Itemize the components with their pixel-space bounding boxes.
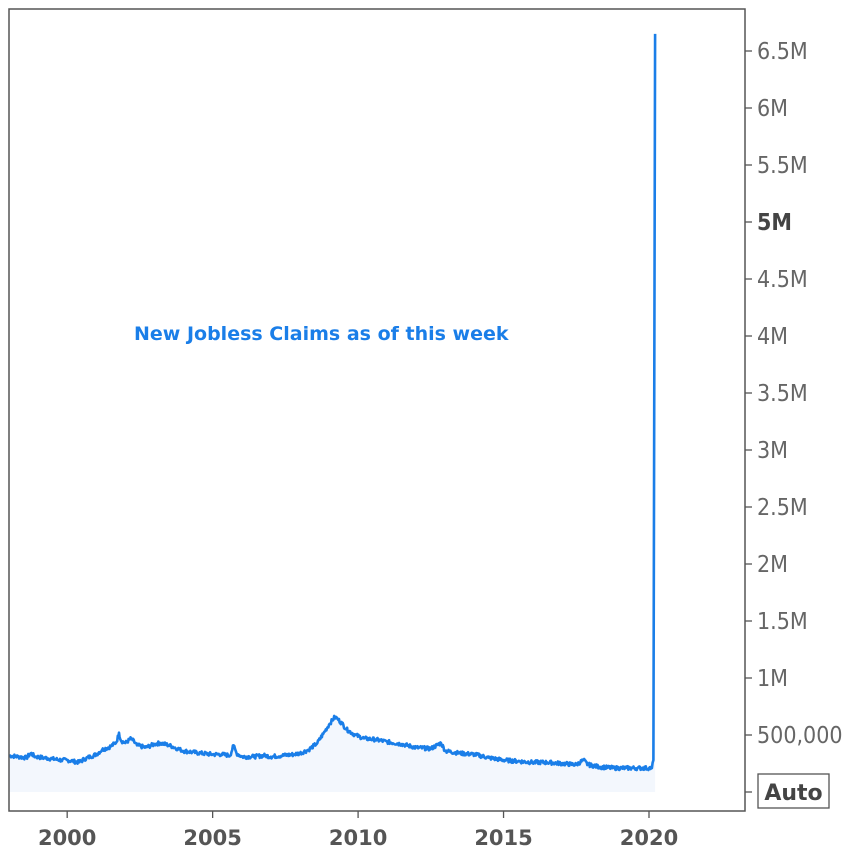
x-tick-label: 2020 — [620, 826, 678, 850]
chart-annotation: New Jobless Claims as of this week — [134, 323, 509, 345]
x-tick-label: 2010 — [329, 826, 387, 850]
auto-scale-button-frame[interactable] — [757, 773, 830, 809]
y-tick-label: 4.5M — [757, 267, 808, 293]
auto-scale-button[interactable]: Auto — [764, 781, 822, 806]
y-tick-label: 4M — [757, 324, 788, 350]
y-tick-label: 5.5M — [757, 153, 808, 179]
plot-area-background — [9, 9, 745, 811]
y-tick-label: 1M — [757, 666, 788, 692]
plot-frame — [8, 8, 746, 812]
y-tick-label: 6.5M — [757, 39, 808, 65]
y-tick-label: 6M — [757, 96, 788, 122]
y-tick-label: 500,000 — [757, 723, 843, 749]
y-tick-label: 3M — [757, 438, 788, 464]
y-tick-label: 5M — [757, 210, 792, 236]
y-tick-label: 1.5M — [757, 609, 808, 635]
y-tick-label: 2.5M — [757, 495, 808, 521]
x-tick-label: 2005 — [183, 826, 241, 850]
x-tick-label: 2015 — [474, 826, 532, 850]
y-axis: 500,000 1M 1.5M 2M 2.5M 3M 3.5M 4M 4.5M 5M 5.5M 6M 6… — [745, 39, 843, 793]
x-axis: 2000 2005 2010 2015 2020 — [38, 811, 678, 850]
y-tick-label: 2M — [757, 552, 788, 578]
series-line-layer — [8, 33, 657, 772]
x-tick-label: 2000 — [38, 826, 96, 850]
series-line — [8, 33, 657, 772]
y-tick-label: 3.5M — [757, 381, 808, 407]
